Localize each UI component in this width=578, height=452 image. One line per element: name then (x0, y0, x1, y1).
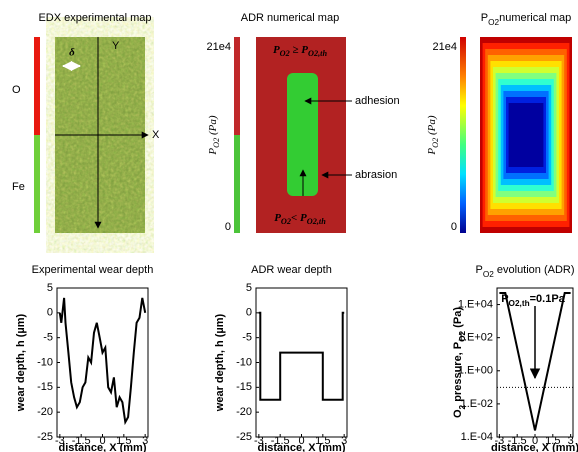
y-tick-label: -25 (37, 431, 53, 443)
region-label-part: O2 (281, 217, 291, 226)
y-axis-label: wear depth, h (µm) (214, 313, 226, 412)
figure: EDX experimental map O Fe δ Y X ADR numerical … (0, 0, 578, 452)
annotation: abrasion (355, 169, 397, 181)
annotation-part: O2,th (509, 299, 530, 308)
adr-map (234, 37, 352, 233)
colorbar-label-part: O2 (212, 138, 221, 148)
chart-title-part: evolution (ADR) (494, 264, 575, 276)
region-label-part: ≥ P (290, 44, 309, 56)
y-tick-label: 5 (47, 282, 53, 294)
y-tick-label: -5 (43, 332, 53, 344)
annotation: adhesion (355, 95, 400, 107)
axis-label: X (152, 129, 160, 141)
panel-title-part: EDX experimental map (38, 12, 151, 24)
y-tick-label: -25 (236, 431, 252, 443)
map-layer (509, 103, 544, 167)
panel-title: PO2numerical map (481, 12, 572, 27)
y-tick-label: -15 (37, 381, 53, 393)
y-tick-label: 5 (246, 282, 252, 294)
y-tick-label: 1.E+00 (458, 365, 493, 377)
y-tick-label: -20 (37, 406, 53, 418)
data-line (60, 298, 145, 422)
chart-title: Experimental wear depth (32, 264, 154, 276)
y-tick-label: 0 (246, 307, 252, 319)
panel-title-part: ADR numerical map (241, 12, 339, 24)
bar-label: O (12, 84, 21, 96)
annotation-part: =0.1Pa (530, 293, 566, 305)
panel-title: ADR numerical map (241, 12, 339, 24)
chart-title-part: P (475, 264, 482, 276)
y-tick-label: -10 (37, 356, 53, 368)
plot-frame (57, 288, 148, 437)
y-tick-label: 1.E+02 (458, 332, 493, 344)
panel-title-part: P (481, 12, 488, 24)
colorbar-label-part: (Pa) (207, 115, 219, 138)
y-axis-label: wear depth, h (µm) (15, 313, 27, 412)
region-label-part: < P (291, 212, 307, 224)
region-label-part: O2 (280, 49, 290, 58)
y-tick-label: -20 (236, 406, 252, 418)
edx-map (34, 37, 148, 233)
bar-label: Fe (12, 181, 25, 193)
y-tick-label: 0 (47, 307, 53, 319)
colorbar-label-part: O2 (431, 138, 440, 148)
chart-title: PO2 evolution (ADR) (475, 264, 574, 279)
colorbar-tick: 21e4 (207, 41, 231, 53)
page: {"maps": [ {"title": ["EDX experimental … (0, 0, 578, 452)
y-tick-label: -15 (236, 381, 252, 393)
colorbar-tick: 21e4 (433, 41, 457, 53)
panel-title: EDX experimental map (38, 12, 151, 24)
po2-map (460, 37, 572, 233)
colorbar-label: PO2 (Pa) (426, 115, 441, 155)
data-line (259, 313, 344, 400)
colorbar-label-part: (Pa) (426, 115, 438, 138)
y-tick-label: 1.E-02 (461, 398, 493, 410)
delta-label: δ (69, 47, 75, 59)
plot-frame (256, 288, 347, 437)
region-label-part: O2,th (307, 217, 326, 226)
colorbar-tick: 0 (451, 221, 457, 233)
colorbar-tick: 0 (225, 221, 231, 233)
chart-title: ADR wear depth (251, 264, 332, 276)
colorbar-label: PO2 (Pa) (207, 115, 222, 155)
y-tick-label: -5 (242, 332, 252, 344)
panel-title-part: numerical map (499, 12, 571, 24)
chart-title-part: O2 (483, 270, 494, 279)
y-tick-label: 1.E+04 (458, 298, 493, 310)
y-tick-label: -10 (236, 356, 252, 368)
panel-title-part: O2 (488, 18, 499, 27)
y-tick-label: 1.E-04 (461, 431, 493, 443)
annotation: PO2,th=0.1Pa (501, 293, 565, 308)
axis-label: Y (112, 40, 120, 52)
region-label-part: O2,th (308, 49, 327, 58)
